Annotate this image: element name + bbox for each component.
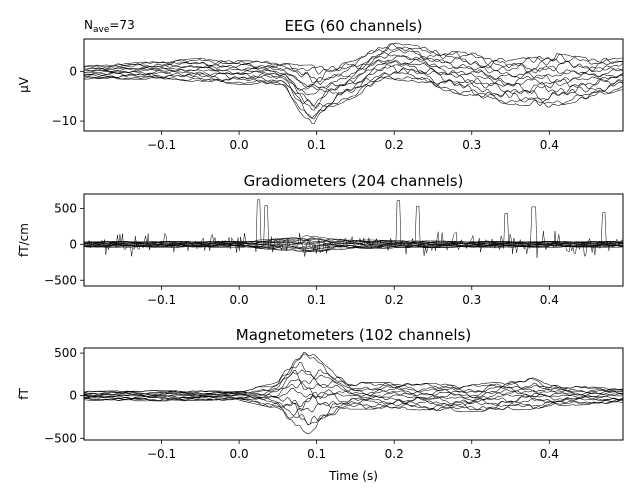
magnetometers-channel-trace bbox=[84, 398, 623, 435]
eeg-panel: EEG (60 channels) µV Nave=73 −0.1 0.0 0.1 0… bbox=[17, 17, 624, 152]
gradiometers-panel: Gradiometers (204 channels) fT/cm −0.1 0.… bbox=[17, 172, 624, 307]
magnetometers-channel-trace bbox=[84, 369, 623, 395]
eeg-xticks: −0.1 0.0 0.1 0.2 0.3 0.4 bbox=[147, 131, 559, 152]
eeg-channel-trace bbox=[84, 76, 623, 124]
gradiometers-xtick-label: 0.0 bbox=[230, 293, 249, 307]
magnetometers-channel-trace bbox=[84, 351, 623, 393]
gradiometers-yticks: 500 0 −500 bbox=[44, 201, 84, 287]
eeg-channel-trace bbox=[84, 46, 623, 72]
magnetometers-channel-trace bbox=[84, 397, 623, 426]
gradiometers-ytick-label: 500 bbox=[54, 201, 77, 215]
gradiometers-xtick-label: 0.2 bbox=[385, 293, 404, 307]
magnetometers-panel: Magnetometers (102 channels) fT Time (s)… bbox=[17, 326, 624, 483]
eeg-channel-trace bbox=[84, 62, 623, 96]
gradiometers-channel-trace bbox=[84, 244, 623, 250]
eeg-xtick-label: 0.3 bbox=[462, 138, 481, 152]
gradiometers-xtick-label: 0.4 bbox=[540, 293, 559, 307]
eeg-ytick-label: −10 bbox=[52, 114, 77, 128]
eeg-channel-trace bbox=[84, 55, 623, 89]
eeg-xtick-label: 0.1 bbox=[307, 138, 326, 152]
eeg-xtick-label: −0.1 bbox=[147, 138, 176, 152]
time-xlabel: Time (s) bbox=[328, 469, 378, 483]
magnetometers-channel-trace bbox=[84, 353, 623, 394]
magnetometers-channel-trace bbox=[84, 392, 623, 412]
magnetometer-traces bbox=[84, 351, 623, 435]
magnetometers-yticks: 500 0 −500 bbox=[44, 346, 84, 445]
eeg-axes-frame bbox=[83, 38, 624, 132]
eeg-ylabel: µV bbox=[17, 76, 31, 93]
magnetometers-channel-trace bbox=[84, 379, 623, 399]
eeg-traces bbox=[84, 42, 623, 124]
magnetometers-xtick-label: −0.1 bbox=[147, 447, 176, 461]
eeg-ytick-label: 0 bbox=[69, 64, 77, 78]
gradiometers-ylabel: fT/cm bbox=[17, 223, 31, 257]
magnetometers-channel-trace bbox=[84, 398, 623, 425]
magnetometers-ytick-label: 0 bbox=[69, 389, 77, 403]
eeg-channel-trace bbox=[84, 42, 623, 75]
gradiometers-channel-trace bbox=[84, 235, 623, 243]
gradiometers-axes-frame bbox=[83, 193, 624, 287]
eeg-channel-trace bbox=[84, 65, 623, 107]
magnetometers-xtick-label: 0.1 bbox=[307, 447, 326, 461]
magnetometers-xtick-label: 0.2 bbox=[385, 447, 404, 461]
magnetometers-ytick-label: 500 bbox=[54, 346, 77, 360]
eeg-title: EEG (60 channels) bbox=[284, 17, 422, 35]
magnetometers-ytick-label: −500 bbox=[44, 431, 77, 445]
eeg-channel-trace bbox=[84, 58, 623, 91]
eeg-channel-trace bbox=[84, 49, 623, 85]
gradiometers-ytick-label: −500 bbox=[44, 273, 77, 287]
gradiometers-channel-trace bbox=[84, 245, 623, 253]
gradiometers-noisy-channel-trace bbox=[84, 199, 623, 258]
eeg-channel-trace bbox=[84, 75, 623, 119]
gradiometers-xticks: −0.1 0.0 0.1 0.2 0.3 0.4 bbox=[147, 286, 559, 307]
magnetometers-title: Magnetometers (102 channels) bbox=[236, 326, 471, 344]
eeg-xtick-label: 0.4 bbox=[540, 138, 559, 152]
eeg-yticks: 0 −10 bbox=[52, 64, 84, 128]
gradiometers-xtick-label: −0.1 bbox=[147, 293, 176, 307]
nave-annotation: Nave=73 bbox=[84, 18, 135, 35]
magnetometers-channel-trace bbox=[84, 369, 623, 397]
eeg-channel-trace bbox=[84, 43, 623, 83]
gradiometers-xtick-label: 0.3 bbox=[462, 293, 481, 307]
magnetometers-channel-trace bbox=[84, 387, 623, 402]
eeg-xtick-label: 0.2 bbox=[385, 138, 404, 152]
gradiometers-title: Gradiometers (204 channels) bbox=[244, 172, 464, 190]
magnetometers-ylabel: fT bbox=[17, 388, 31, 400]
eeg-xtick-label: 0.0 bbox=[230, 138, 249, 152]
magnetometers-channel-trace bbox=[84, 381, 623, 401]
eeg-channel-trace bbox=[84, 67, 623, 111]
gradiometers-xtick-label: 0.1 bbox=[307, 293, 326, 307]
magnetometers-xtick-label: 0.3 bbox=[462, 447, 481, 461]
magnetometers-channel-trace bbox=[84, 361, 623, 395]
magnetometers-xtick-label: 0.4 bbox=[540, 447, 559, 461]
gradiometers-ytick-label: 0 bbox=[69, 237, 77, 251]
magnetometers-axes-frame bbox=[83, 347, 624, 441]
magnetometers-xticks: −0.1 0.0 0.1 0.2 0.3 0.4 bbox=[147, 440, 559, 461]
magnetometers-xtick-label: 0.0 bbox=[230, 447, 249, 461]
gradiometer-traces bbox=[84, 199, 623, 258]
